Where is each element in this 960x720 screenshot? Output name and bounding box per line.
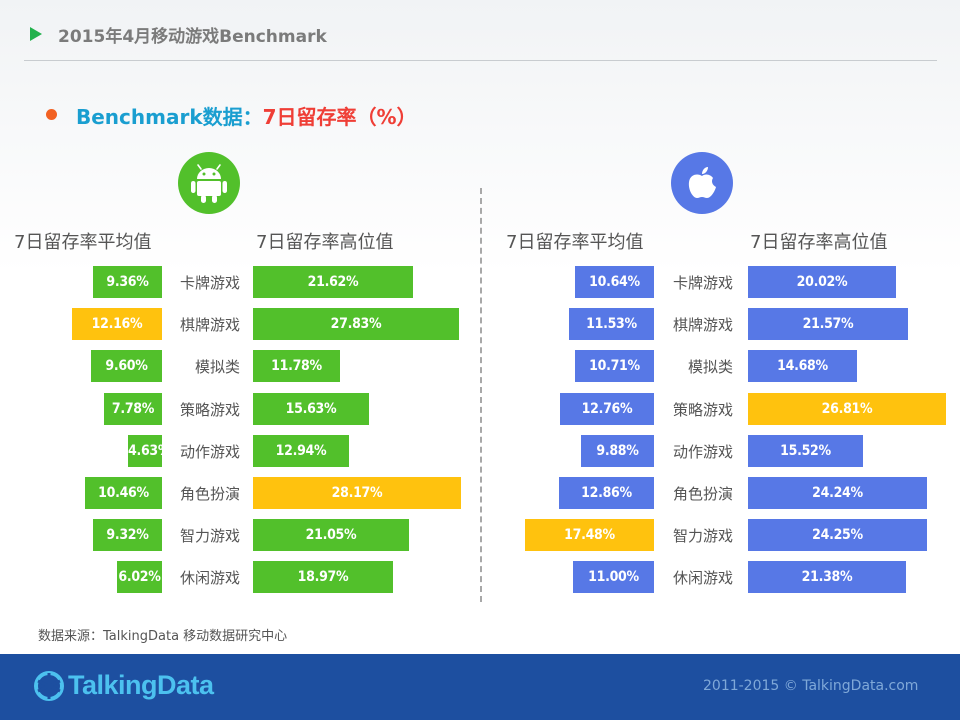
header-divider bbox=[24, 60, 937, 61]
ios-high-bar: 24.25% bbox=[748, 519, 927, 551]
ios-category-label: 休闲游戏 bbox=[672, 569, 733, 587]
data-source: 数据来源：TalkingData 移动数据研究中心 bbox=[38, 629, 288, 644]
page-title: 2015年4月移动游戏Benchmark bbox=[58, 27, 327, 47]
ios-avg-bar: 12.86% bbox=[559, 477, 654, 509]
ios-category-label: 动作游戏 bbox=[672, 443, 733, 461]
ios-avg-bar: 11.00% bbox=[573, 561, 654, 593]
android-category-label: 智力游戏 bbox=[179, 527, 240, 545]
ios-category-label: 模拟类 bbox=[687, 358, 733, 376]
android-avg-heading: 7日留存率平均值 bbox=[14, 232, 152, 253]
header-triangle-icon bbox=[30, 27, 42, 41]
ios-avg-heading: 7日留存率平均值 bbox=[506, 232, 644, 253]
ios-category-label: 策略游戏 bbox=[672, 401, 733, 419]
ios-high-bar: 20.02% bbox=[748, 266, 896, 298]
footer-bar bbox=[0, 654, 960, 720]
ios-category-label: 棋牌游戏 bbox=[672, 316, 733, 334]
android-high-bar: 11.78% bbox=[253, 350, 340, 382]
chart-subtitle: Benchmark数据：7日留存率（%） bbox=[76, 101, 417, 130]
android-high-bar: 15.63% bbox=[253, 393, 369, 425]
ios-high-bar: 26.81% bbox=[748, 393, 946, 425]
platform-divider bbox=[480, 188, 482, 602]
android-high-bar: 18.97% bbox=[253, 561, 393, 593]
brand-name: TalkingData bbox=[68, 670, 214, 700]
android-high-bar: 27.83% bbox=[253, 308, 459, 340]
ios-high-heading: 7日留存率高位值 bbox=[750, 232, 888, 253]
ios-category-label: 角色扮演 bbox=[672, 485, 733, 503]
android-category-label: 模拟类 bbox=[194, 358, 240, 376]
android-avg-bar: 6.02% bbox=[117, 561, 162, 593]
android-category-label: 休闲游戏 bbox=[179, 569, 240, 587]
ios-high-bar: 24.24% bbox=[748, 477, 927, 509]
android-high-bar: 21.05% bbox=[253, 519, 409, 551]
apple-logo-icon bbox=[671, 152, 733, 214]
android-high-bar: 12.94% bbox=[253, 435, 349, 467]
android-category-label: 卡牌游戏 bbox=[179, 274, 240, 292]
footer-brand: TalkingData bbox=[34, 670, 214, 701]
android-high-heading: 7日留存率高位值 bbox=[256, 232, 394, 253]
android-avg-bar: 9.36% bbox=[93, 266, 162, 298]
ios-high-bar: 21.57% bbox=[748, 308, 908, 340]
talkingdata-logo-icon bbox=[34, 670, 64, 701]
android-category-label: 动作游戏 bbox=[179, 443, 240, 461]
ios-category-label: 卡牌游戏 bbox=[672, 274, 733, 292]
android-avg-bar: 9.32% bbox=[93, 519, 162, 551]
android-high-bar: 21.62% bbox=[253, 266, 413, 298]
android-high-bar: 28.17% bbox=[253, 477, 461, 509]
ios-high-bar: 14.68% bbox=[748, 350, 857, 382]
android-category-label: 角色扮演 bbox=[179, 485, 240, 503]
ios-avg-bar: 12.76% bbox=[560, 393, 654, 425]
android-avg-bar: 7.78% bbox=[104, 393, 162, 425]
ios-avg-bar: 10.71% bbox=[575, 350, 654, 382]
ios-avg-bar: 11.53% bbox=[569, 308, 654, 340]
android-category-label: 策略游戏 bbox=[179, 401, 240, 419]
android-avg-bar: 9.60% bbox=[91, 350, 162, 382]
android-logo-icon bbox=[178, 152, 240, 214]
copyright-text: 2011-2015 © TalkingData.com bbox=[703, 678, 919, 694]
android-avg-bar: 4.63% bbox=[128, 435, 171, 467]
subtitle-metric: 7日留存率（%） bbox=[262, 105, 417, 129]
ios-category-label: 智力游戏 bbox=[672, 527, 733, 545]
bullet-dot-icon bbox=[46, 109, 57, 120]
android-category-label: 棋牌游戏 bbox=[179, 316, 240, 334]
ios-avg-bar: 10.64% bbox=[575, 266, 654, 298]
android-avg-bar: 12.16% bbox=[72, 308, 162, 340]
ios-avg-bar: 9.88% bbox=[581, 435, 654, 467]
subtitle-prefix: Benchmark数据： bbox=[76, 105, 263, 129]
android-avg-bar: 10.46% bbox=[85, 477, 162, 509]
ios-avg-bar: 17.48% bbox=[525, 519, 654, 551]
ios-high-bar: 15.52% bbox=[748, 435, 863, 467]
ios-high-bar: 21.38% bbox=[748, 561, 906, 593]
